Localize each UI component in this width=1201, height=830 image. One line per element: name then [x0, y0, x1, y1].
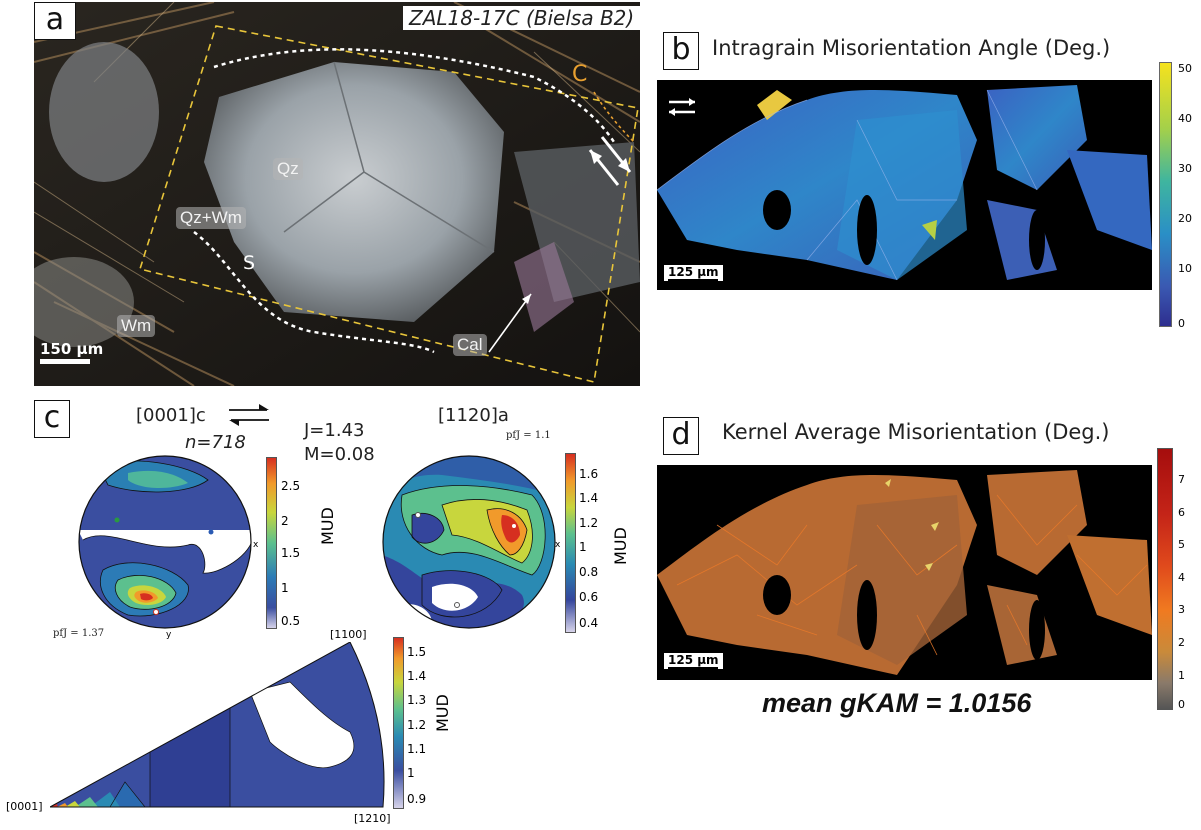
cb2-tick-0.8: 0.8	[579, 565, 599, 579]
shear-arrows-icon	[229, 404, 269, 426]
cb1-tick-2.5: 2.5	[281, 479, 301, 493]
cb2-tick-1.4: 1.4	[579, 491, 599, 505]
cb-d-tick-3: 3	[1178, 603, 1185, 616]
cb2-tick-1.2: 1.2	[579, 516, 599, 530]
cb-b-tick-0: 0	[1178, 317, 1185, 330]
pf1-y-marker: y	[166, 630, 172, 640]
cb-d-tick-7: 7	[1178, 473, 1185, 486]
colorbar-b	[1159, 62, 1172, 327]
mud-label-3: MUD	[433, 694, 452, 732]
m-index: M=0.08	[304, 444, 375, 465]
cb-d-tick-4: 4	[1178, 571, 1185, 584]
qzwm-label: Qz+Wm	[176, 207, 246, 229]
colorbar-ipf-ticks: 1.5 1.4 1.3 1.2 1.1 1 0.9	[407, 637, 437, 811]
pf2-pfj: pfJ = 1.1	[506, 430, 551, 441]
panel-d-title: Kernel Average Misorientation (Deg.)	[722, 420, 1110, 444]
scalebar-b-bar	[668, 279, 718, 281]
cb1-tick-0.5: 0.5	[281, 614, 301, 628]
cb3-tick-1.2: 1.2	[407, 718, 427, 732]
scalebar-d-bar	[668, 667, 718, 669]
shear-sense-icon	[225, 401, 273, 433]
misorientation-map	[657, 80, 1152, 290]
kam-map	[657, 465, 1152, 680]
j-index: J=1.43	[304, 420, 365, 441]
cb2-tick-1: 1	[579, 540, 587, 554]
panel-a-letter: a	[34, 2, 76, 40]
panel-b-letter: b	[663, 32, 699, 70]
pf2-title: [1120]a	[438, 405, 509, 426]
inverse-pole-figure	[49, 641, 390, 816]
colorbar-b-ticks: 50 40 30 20 10 0	[1178, 62, 1201, 330]
cb1-tick-1.5: 1.5	[281, 546, 301, 560]
colorbar-pf1	[266, 457, 277, 629]
colorbar-d-ticks: 7 6 5 4 3 2 1 0	[1178, 448, 1198, 711]
qz-label: Qz	[273, 158, 303, 180]
cb3-tick-1.5: 1.5	[407, 645, 427, 659]
cb3-tick-0.9: 0.9	[407, 792, 427, 806]
pf2-x-marker: x	[555, 540, 561, 550]
cb1-tick-2: 2	[281, 514, 289, 528]
cb3-tick-1.1: 1.1	[407, 742, 427, 756]
cb-d-tick-2: 2	[1178, 636, 1185, 649]
cb-b-tick-40: 40	[1178, 112, 1192, 125]
cb2-tick-0.6: 0.6	[579, 590, 599, 604]
colorbar-pf2	[565, 453, 576, 633]
scalebar-a-bar	[40, 359, 90, 364]
cb2-tick-0.4: 0.4	[579, 616, 599, 630]
cb-b-tick-10: 10	[1178, 262, 1192, 275]
mud-label-1: MUD	[318, 507, 337, 545]
mean-gkam: mean gKAM = 1.0156	[762, 688, 1032, 718]
cb3-tick-1.3: 1.3	[407, 693, 427, 707]
s-label: S	[243, 252, 256, 274]
cb-d-tick-1: 1	[1178, 669, 1185, 682]
sample-title: ZAL18-17C (Bielsa B2)	[403, 6, 641, 30]
cb-b-tick-50: 50	[1178, 62, 1192, 75]
scalebar-a-label: 150 µm	[40, 340, 104, 358]
n-count: n=718	[185, 432, 246, 453]
ipf-corner-left: [0001]	[6, 800, 43, 813]
colorbar-d	[1157, 448, 1173, 710]
scalebar-d: 125 µm	[664, 653, 723, 669]
cb3-tick-1: 1	[407, 766, 415, 780]
scalebar-a: 150 µm	[40, 340, 103, 364]
misorientation-map-image	[657, 85, 1152, 281]
pf1-x-marker: x	[253, 540, 259, 550]
panel-b-title: Intragrain Misorientation Angle (Deg.)	[712, 36, 1111, 60]
colorbar-pf2-ticks: 1.6 1.4 1.2 1 0.8 0.6 0.4	[579, 453, 609, 633]
cb3-tick-1.4: 1.4	[407, 669, 427, 683]
cal-label: Cal	[453, 334, 487, 356]
pole-figure-a-axis-image	[382, 455, 556, 629]
mud-label-2: MUD	[611, 527, 630, 565]
cb1-tick-1: 1	[281, 581, 289, 595]
pf1-pfj: pfJ = 1.37	[53, 628, 105, 639]
wm-label: Wm	[117, 315, 156, 337]
cb2-tick-1.6: 1.6	[579, 467, 599, 481]
cb-b-tick-20: 20	[1178, 212, 1192, 225]
pole-figure-c-axis-image	[78, 455, 252, 629]
inverse-pole-figure-image	[49, 641, 385, 808]
pf1-title: [0001]c	[136, 405, 206, 426]
cb-d-tick-5: 5	[1178, 538, 1185, 551]
colorbar-pf1-ticks: 2.5 2 1.5 1 0.5	[281, 457, 311, 629]
scalebar-d-label: 125 µm	[668, 653, 719, 667]
ipf-corner-top: [1100]	[330, 628, 367, 641]
kam-map-image	[657, 470, 1152, 675]
panel-d-letter: d	[663, 417, 699, 455]
pole-figure-c-axis	[78, 455, 253, 634]
cb-d-tick-6: 6	[1178, 506, 1185, 519]
c-label: C	[572, 62, 588, 87]
pole-figure-a-axis	[382, 455, 557, 634]
ipf-corner-bottom: [1210]	[354, 812, 391, 825]
cb-b-tick-30: 30	[1178, 162, 1192, 175]
colorbar-ipf	[393, 637, 404, 809]
cb-d-tick-0: 0	[1178, 698, 1185, 711]
scalebar-b: 125 µm	[664, 265, 723, 281]
scalebar-b-label: 125 µm	[668, 265, 719, 279]
panel-c-letter: c	[34, 400, 70, 438]
